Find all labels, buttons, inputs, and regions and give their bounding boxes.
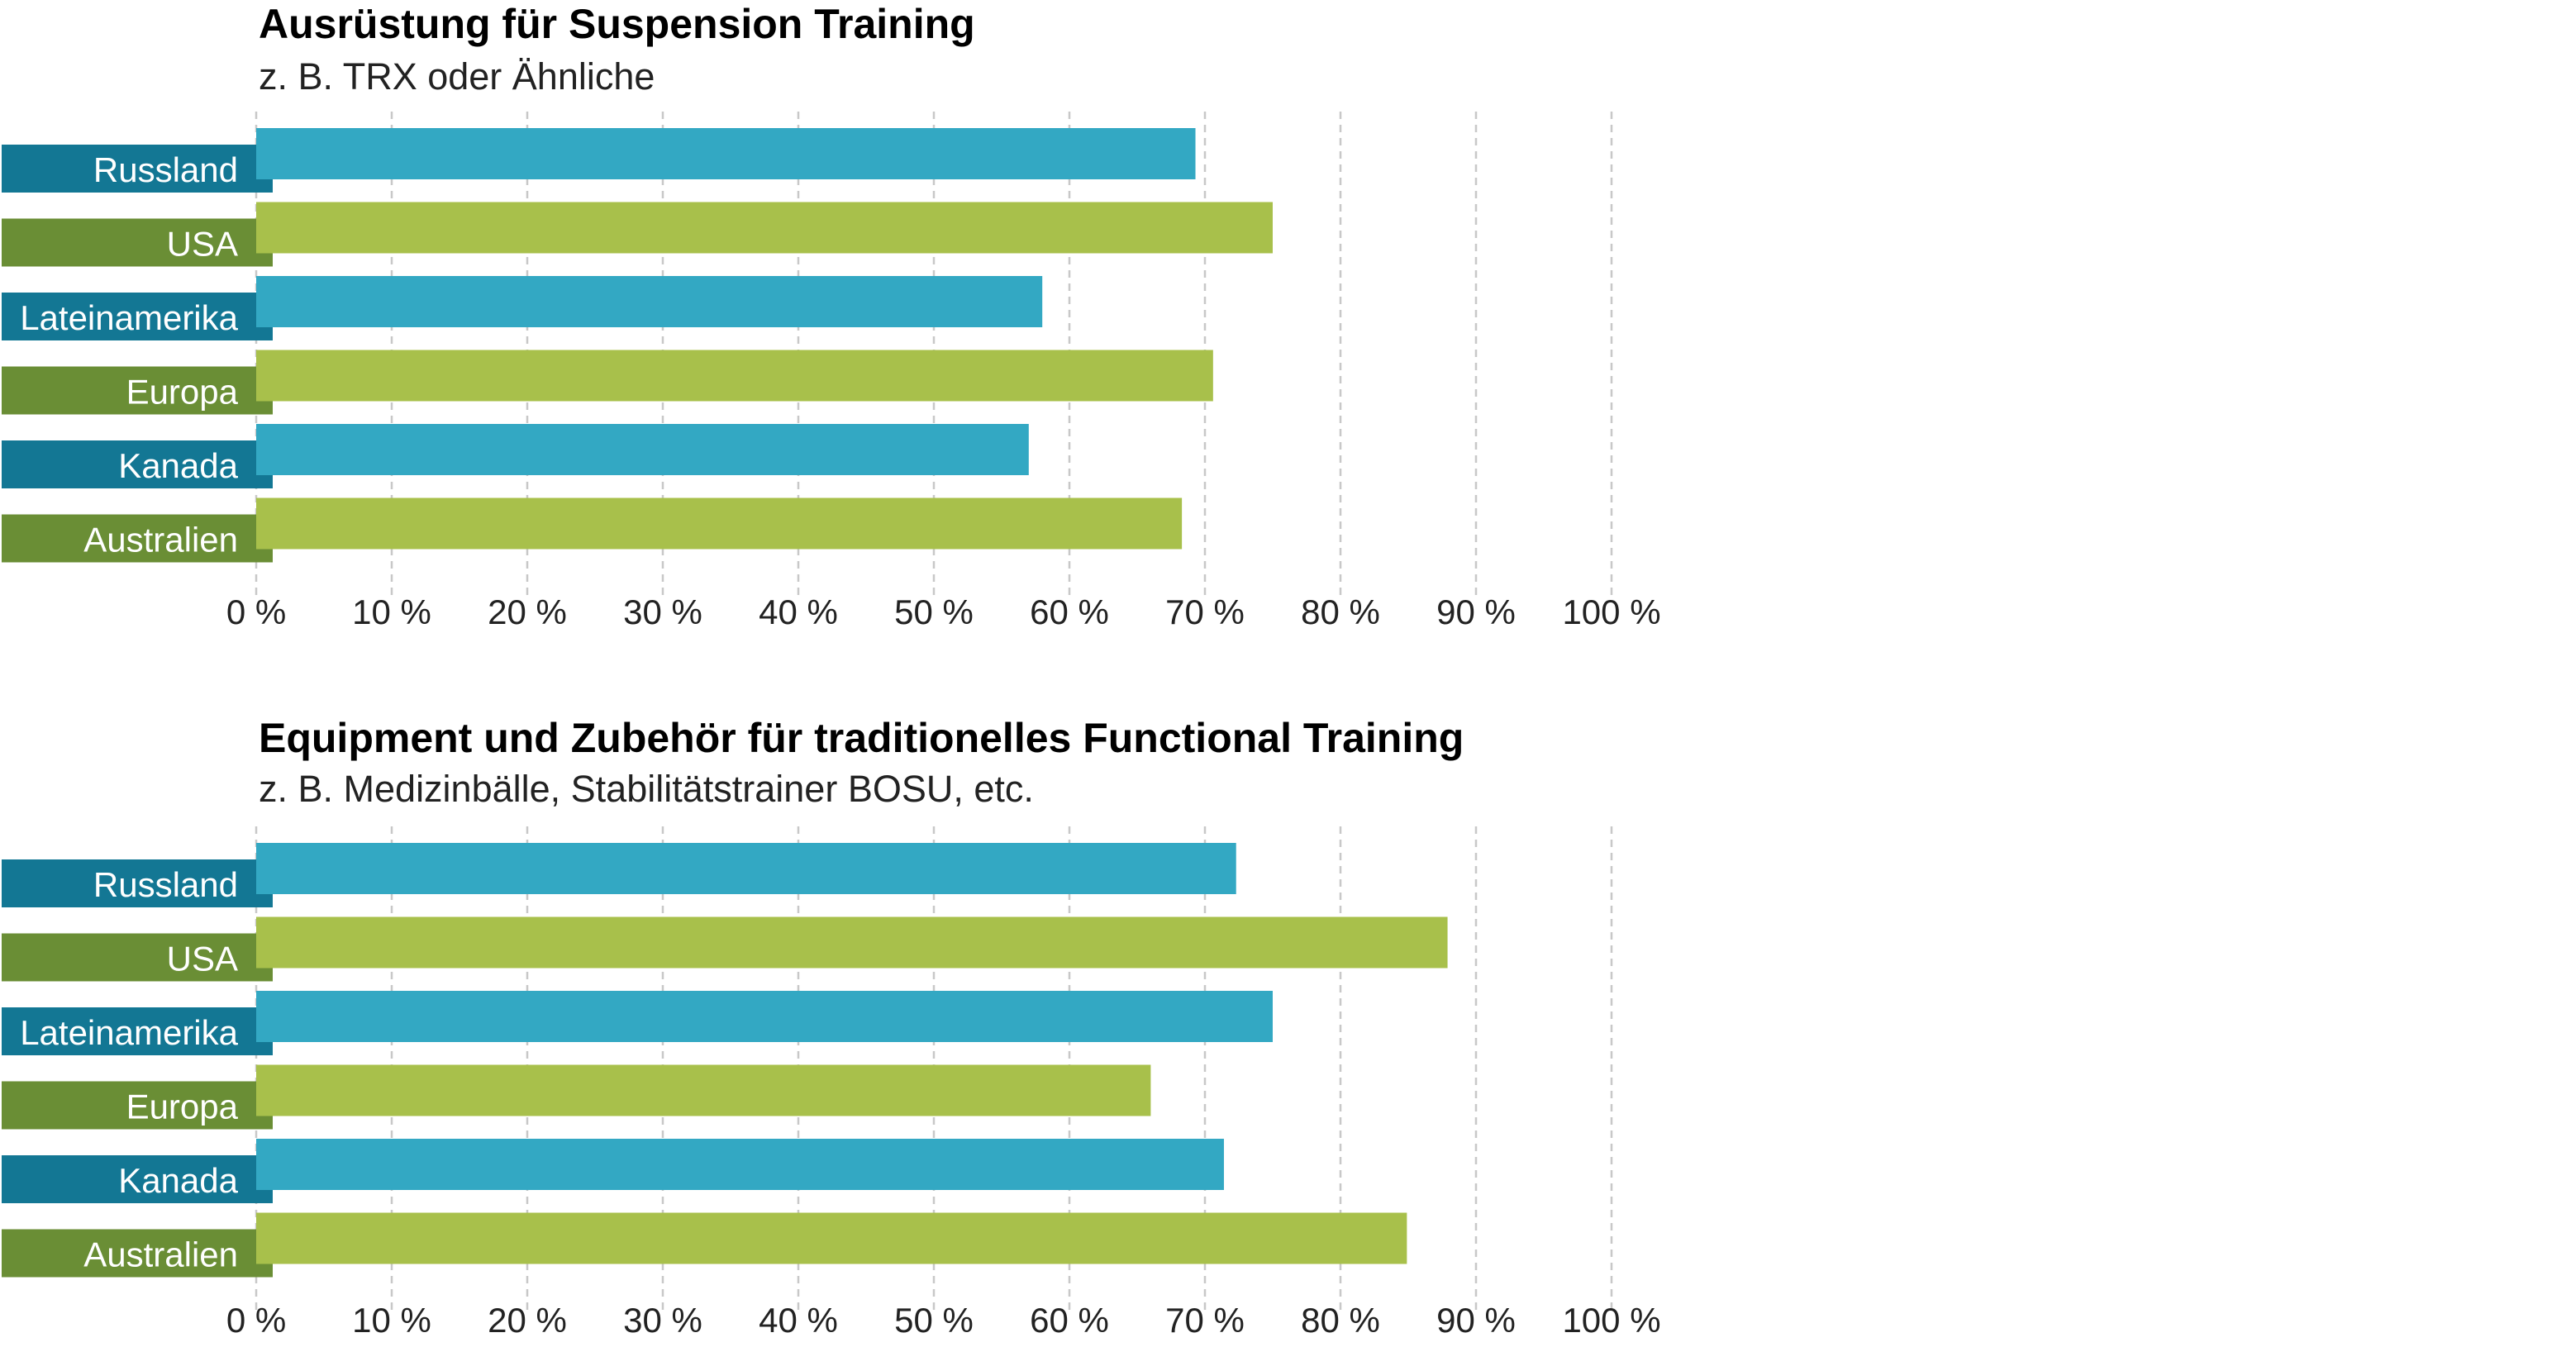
bar-europa <box>256 1064 1151 1116</box>
category-label-box <box>2 293 273 340</box>
bar-australien <box>256 1212 1407 1264</box>
category-label-box <box>2 218 273 267</box>
category-label: Europa <box>126 1088 239 1126</box>
x-tick-label: 30 % <box>623 1301 702 1340</box>
x-tick-label: 60 % <box>1030 593 1109 631</box>
bar-kanada <box>256 1139 1224 1190</box>
x-tick-label: 90 % <box>1436 1301 1516 1340</box>
x-tick-label: 30 % <box>623 593 702 631</box>
chart-subtitle: z. B. TRX oder Ähnliche <box>259 55 655 98</box>
category-label: Australien <box>83 521 238 559</box>
category-label-box <box>2 1229 273 1278</box>
x-tick-label: 0 % <box>226 593 286 631</box>
category-label-box <box>2 1081 273 1130</box>
x-tick-label: 40 % <box>759 593 838 631</box>
bar-europa <box>256 350 1213 402</box>
category-label-box <box>2 933 273 982</box>
x-tick-label: 50 % <box>894 1301 974 1340</box>
x-tick-label: 50 % <box>894 593 974 631</box>
category-label: Russland <box>93 865 238 904</box>
category-label-box <box>2 440 273 488</box>
chart-suspension-training: Ausrüstung für Suspension Training z. B. … <box>2 1 1661 631</box>
bar-kanada <box>256 424 1029 475</box>
chart-subtitle: z. B. Medizinbälle, Stabilitätstrainer B… <box>259 768 1034 810</box>
chart-title: Equipment und Zubehör für traditionelles… <box>259 715 1464 761</box>
category-label: USA <box>167 940 238 978</box>
x-tick-label: 90 % <box>1436 593 1516 631</box>
bar-russland <box>256 843 1236 894</box>
bar-usa <box>256 202 1273 254</box>
x-tick-label: 100 % <box>1562 1301 1660 1340</box>
category-label: Lateinamerika <box>20 298 238 337</box>
category-label-box <box>2 514 273 563</box>
category-label-box <box>2 145 273 193</box>
category-label-box <box>2 859 273 907</box>
bar-australien <box>256 497 1183 550</box>
x-tick-label: 100 % <box>1562 593 1660 631</box>
x-tick-label: 70 % <box>1165 1301 1245 1340</box>
category-label: Kanada <box>118 1161 238 1200</box>
x-tick-label: 80 % <box>1301 1301 1380 1340</box>
category-label-box <box>2 1155 273 1203</box>
category-label: Russland <box>93 150 238 189</box>
category-label: Lateinamerika <box>20 1013 238 1052</box>
category-label: Kanada <box>118 446 238 485</box>
x-tick-label: 10 % <box>352 593 431 631</box>
x-tick-label: 20 % <box>488 593 567 631</box>
bar-russland <box>256 128 1196 179</box>
x-tick-label: 40 % <box>759 1301 838 1340</box>
category-label: USA <box>167 225 238 264</box>
chart-functional-training: Equipment und Zubehör für traditionelles… <box>2 715 1661 1340</box>
x-tick-label: 70 % <box>1165 593 1245 631</box>
bar-lateinamerika <box>256 276 1043 327</box>
category-label: Europa <box>126 373 239 412</box>
x-tick-label: 20 % <box>488 1301 567 1340</box>
category-label-box <box>2 366 273 415</box>
x-tick-label: 80 % <box>1301 593 1380 631</box>
category-label-box <box>2 1007 273 1055</box>
x-tick-label: 10 % <box>352 1301 431 1340</box>
chart-title: Ausrüstung für Suspension Training <box>259 1 975 47</box>
bar-usa <box>256 916 1448 969</box>
x-tick-label: 0 % <box>226 1301 286 1340</box>
category-label: Australien <box>83 1235 238 1274</box>
x-tick-label: 60 % <box>1030 1301 1109 1340</box>
bar-lateinamerika <box>256 991 1273 1042</box>
